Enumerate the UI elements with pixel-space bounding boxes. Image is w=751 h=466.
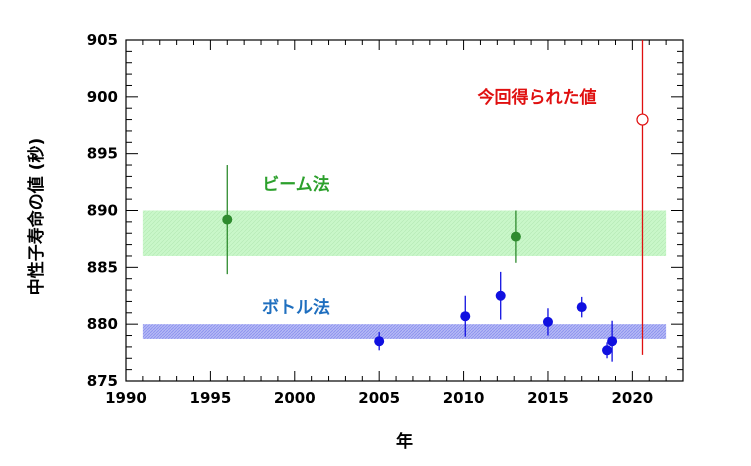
y-tick-label: 880 [87,315,118,333]
bands-layer [142,210,667,339]
band-beam [142,210,667,256]
data-point [222,214,233,225]
data-points [222,40,649,362]
data-point [542,316,553,327]
data-point [607,336,618,347]
data-point [576,302,587,313]
data-point [602,345,613,356]
x-tick-label: 2000 [274,389,316,407]
data-point [374,336,385,347]
axis-ticks: 1990 1995 2000 2005 2010 2015 2020 875 880 885 890… [87,31,684,407]
x-axis-title: 年 [396,431,413,452]
y-tick-label: 890 [87,202,118,220]
band-bottle [142,324,667,339]
bottle-method-label: ボトル法 [262,297,330,318]
data-point-current [636,113,649,126]
data-point [510,231,521,242]
y-tick-label: 875 [87,372,118,390]
y-tick-label: 900 [87,88,118,106]
y-tick-label: 905 [87,31,118,49]
x-tick-label: 1995 [190,389,232,407]
y-axis-title: 中性子寿命の値 (秒) [26,138,47,295]
data-point [495,290,506,301]
x-tick-label: 2015 [527,389,569,407]
x-tick-label: 2020 [611,389,653,407]
x-tick-label: 2010 [443,389,485,407]
data-point [460,311,471,322]
x-tick-label: 2005 [358,389,400,407]
y-tick-label: 895 [87,145,118,163]
x-tick-label: 1990 [105,389,147,407]
beam-method-label: ビーム法 [262,174,330,195]
current-value-label: 今回得られた値 [478,87,597,108]
y-tick-label: 885 [87,258,118,276]
